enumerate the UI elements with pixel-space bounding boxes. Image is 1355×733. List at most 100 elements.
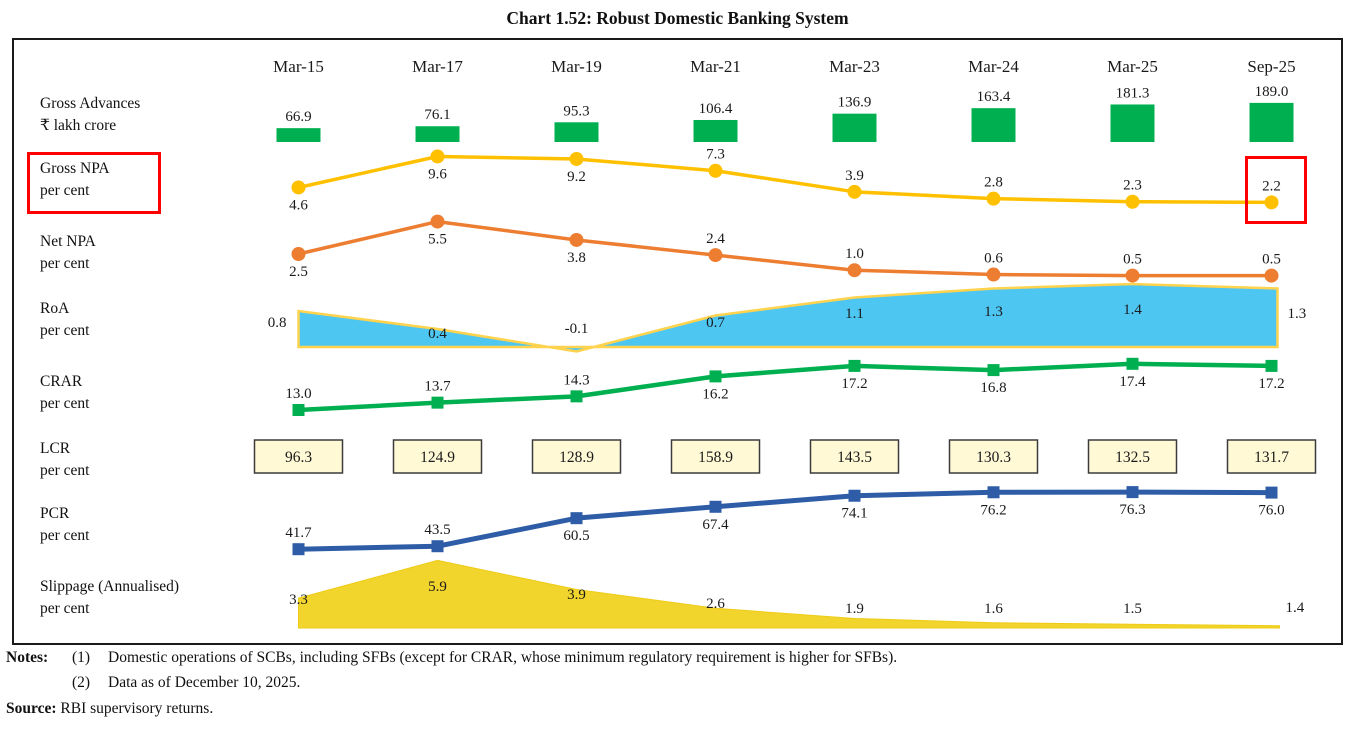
svg-text:5.5: 5.5 (428, 232, 447, 248)
row-label-pcr: PCR per cent (40, 505, 90, 544)
svg-text:7.3: 7.3 (706, 147, 725, 163)
svg-text:124.9: 124.9 (420, 449, 455, 466)
svg-text:131.7: 131.7 (1254, 449, 1289, 466)
svg-text:1.4: 1.4 (1286, 600, 1305, 616)
svg-text:2.6: 2.6 (706, 596, 725, 612)
svg-text:13.7: 13.7 (424, 379, 451, 395)
svg-text:66.9: 66.9 (285, 109, 311, 125)
chart-canvas: Mar-15 Mar-17 Mar-19 Mar-21 Mar-23 Mar-24 Mar-… (253, 57, 1317, 629)
svg-text:9.6: 9.6 (428, 166, 447, 182)
notes-line-2: (2) Data as of December 10, 2025. (72, 674, 301, 691)
svg-text:76.3: 76.3 (1119, 502, 1145, 518)
svg-text:136.9: 136.9 (838, 95, 872, 111)
svg-text:2.2: 2.2 (1262, 178, 1281, 194)
svg-text:67.4: 67.4 (702, 517, 729, 533)
svg-text:16.8: 16.8 (980, 380, 1006, 396)
row-label-gross-advances: Gross Advances ₹ lakh crore (40, 95, 141, 134)
svg-text:17.4: 17.4 (1119, 374, 1146, 390)
source-label: Source: (6, 700, 57, 717)
column-headers: Mar-15 Mar-17 Mar-19 Mar-21 Mar-23 Mar-24 Mar-… (273, 57, 1295, 76)
notes-line-1: Notes: (1) Domestic operations of SCBs, … (6, 649, 898, 666)
series-lcr: 96.3 124.9 128.9 158.9 143.5 130.3 132.5 131.7 (253, 439, 1317, 474)
svg-text:16.2: 16.2 (702, 386, 728, 402)
gross-npa-latest-value-highlight-box (1245, 156, 1307, 224)
series-net_npa: 2.5 5.5 3.8 2.4 1.0 0.6 0.5 0.5 (289, 214, 1281, 283)
svg-text:0.5: 0.5 (1123, 252, 1142, 268)
svg-text:2.4: 2.4 (706, 231, 725, 247)
svg-text:76.0: 76.0 (1258, 503, 1284, 519)
svg-text:2.3: 2.3 (1123, 178, 1142, 194)
svg-text:4.6: 4.6 (289, 197, 308, 213)
svg-text:43.5: 43.5 (424, 522, 450, 538)
svg-text:1.5: 1.5 (1123, 601, 1142, 617)
source-line: Source: RBI supervisory returns. (6, 700, 1206, 718)
svg-text:60.5: 60.5 (563, 528, 589, 544)
svg-text:76.2: 76.2 (980, 502, 1006, 518)
row-label-crar: CRAR per cent (40, 373, 90, 412)
row-label-gross-npa: Gross NPA per cent (40, 160, 110, 199)
svg-text:14.3: 14.3 (563, 372, 589, 388)
series-crar: 13.0 13.7 14.3 16.2 17.2 16.8 17.4 17.2 (285, 357, 1285, 416)
notes-label: Notes: (6, 649, 49, 666)
svg-text:2.5: 2.5 (289, 264, 308, 280)
svg-text:Mar-15: Mar-15 (273, 57, 324, 76)
svg-text:0.8: 0.8 (268, 315, 287, 331)
row-label-roa: RoA per cent (40, 300, 90, 339)
svg-text:2.8: 2.8 (984, 175, 1003, 191)
svg-text:Mar-23: Mar-23 (829, 57, 880, 76)
row-label-net-npa: Net NPA per cent (40, 233, 96, 272)
svg-text:76.1: 76.1 (424, 107, 450, 123)
svg-text:189.0: 189.0 (1255, 84, 1289, 100)
svg-text:0.4: 0.4 (428, 326, 447, 342)
gross-npa-label-highlight-box (27, 152, 161, 214)
svg-text:132.5: 132.5 (1115, 449, 1150, 466)
svg-text:9.2: 9.2 (567, 169, 586, 185)
svg-text:95.3: 95.3 (563, 103, 589, 119)
svg-text:143.5: 143.5 (837, 449, 872, 466)
series-roa: 0.8 0.4 -0.1 0.7 1.1 1.3 1.4 1.3 (268, 282, 1307, 353)
svg-text:181.3: 181.3 (1116, 85, 1150, 101)
source-text: RBI supervisory returns. (60, 700, 214, 717)
series-slippage: 3.3 5.9 3.9 2.6 1.9 1.6 1.5 1.4 (289, 559, 1305, 629)
svg-text:74.1: 74.1 (841, 506, 867, 522)
svg-text:0.7: 0.7 (706, 315, 725, 331)
chart-title: Chart 1.52: Robust Domestic Banking Syst… (506, 8, 849, 28)
svg-text:1.3: 1.3 (1288, 306, 1307, 322)
svg-text:1.1: 1.1 (845, 306, 864, 322)
svg-text:Mar-24: Mar-24 (968, 57, 1019, 76)
series-gross-advances: 66.9 76.1 95.3 106.4 136.9 163.4 181.3 189.0 (276, 84, 1294, 142)
svg-text:1.4: 1.4 (1123, 302, 1142, 318)
series-pcr: 41.7 43.5 60.5 67.4 74.1 76.2 76.3 76.0 (285, 486, 1285, 556)
svg-text:96.3: 96.3 (285, 449, 312, 466)
svg-text:1.9: 1.9 (845, 601, 864, 617)
svg-text:128.9: 128.9 (559, 449, 594, 466)
row-label-lcr: LCR per cent (40, 440, 90, 479)
svg-text:17.2: 17.2 (841, 376, 867, 392)
svg-text:1.3: 1.3 (984, 304, 1003, 320)
note-2-text: Data as of December 10, 2025. (108, 674, 301, 691)
svg-text:Mar-21: Mar-21 (690, 57, 741, 76)
row-label-slippage: Slippage (Annualised) per cent (40, 578, 180, 617)
svg-text:0.5: 0.5 (1262, 252, 1281, 268)
svg-text:130.3: 130.3 (976, 449, 1011, 466)
svg-text:163.4: 163.4 (977, 89, 1011, 105)
svg-text:1.0: 1.0 (845, 246, 864, 262)
svg-text:3.8: 3.8 (567, 250, 586, 266)
chart-frame: Mar-15 Mar-17 Mar-19 Mar-21 Mar-23 Mar-24 Mar-… (12, 38, 1343, 645)
svg-text:Mar-25: Mar-25 (1107, 57, 1158, 76)
svg-text:5.9: 5.9 (428, 579, 447, 595)
svg-text:106.4: 106.4 (699, 101, 733, 117)
note-1-text: Domestic operations of SCBs, including S… (108, 649, 898, 666)
svg-text:3.3: 3.3 (289, 592, 308, 608)
svg-text:-0.1: -0.1 (565, 321, 589, 337)
svg-text:1.6: 1.6 (984, 601, 1003, 617)
series-gross_npa: 4.6 9.6 9.2 7.3 3.9 2.8 2.3 2.2 (289, 147, 1281, 214)
svg-text:Mar-17: Mar-17 (412, 57, 463, 76)
svg-text:Sep-25: Sep-25 (1247, 57, 1295, 76)
svg-text:158.9: 158.9 (698, 449, 733, 466)
svg-text:13.0: 13.0 (285, 386, 311, 402)
svg-text:41.7: 41.7 (285, 525, 312, 541)
svg-text:3.9: 3.9 (845, 168, 864, 184)
svg-text:3.9: 3.9 (567, 587, 586, 603)
